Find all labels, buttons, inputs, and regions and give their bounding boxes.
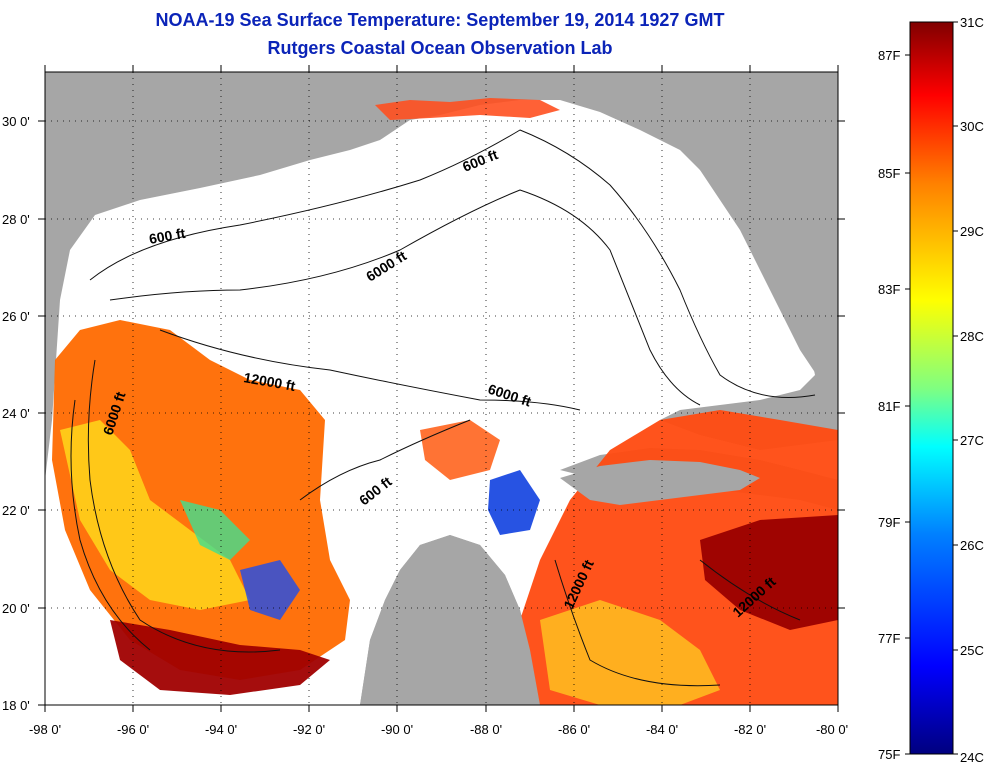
fahrenheit-label: 83F <box>878 282 900 297</box>
lon-tick: -84 0' <box>646 722 678 737</box>
lat-tick-labels: 30 0' 28 0' 26 0' 24 0' 22 0' 20 0' 18 0… <box>2 114 30 713</box>
celsius-label: 31C <box>960 15 984 30</box>
lat-tick: 28 0' <box>2 212 30 227</box>
celsius-label: 24C <box>960 750 984 765</box>
lat-tick: 24 0' <box>2 406 30 421</box>
lon-tick: -80 0' <box>816 722 848 737</box>
lat-tick: 26 0' <box>2 309 30 324</box>
lon-tick-labels: -98 0' -96 0' -94 0' -92 0' -90 0' -88 0… <box>29 722 848 737</box>
lon-tick: -94 0' <box>205 722 237 737</box>
lon-tick: -92 0' <box>293 722 325 737</box>
fahrenheit-label: 87F <box>878 48 900 63</box>
lon-tick: -96 0' <box>117 722 149 737</box>
lon-tick: -86 0' <box>558 722 590 737</box>
lat-tick: 30 0' <box>2 114 30 129</box>
celsius-label: 26C <box>960 538 984 553</box>
colorbar-fahrenheit-labels: 87F 85F 83F 81F 79F 77F 75F <box>878 48 900 762</box>
lat-tick: 22 0' <box>2 503 30 518</box>
celsius-label: 28C <box>960 329 984 344</box>
colorbar-celsius-labels: 31C 30C 29C 28C 27C 26C 25C 24C <box>960 15 984 765</box>
map-title: NOAA-19 Sea Surface Temperature: Septemb… <box>155 10 725 30</box>
sst-western-yellow <box>60 420 250 610</box>
celsius-label: 29C <box>960 224 984 239</box>
sst-central-patches <box>420 420 500 480</box>
fahrenheit-label: 77F <box>878 631 900 646</box>
fahrenheit-label: 85F <box>878 166 900 181</box>
map-frame <box>44 71 839 706</box>
sst-central-blue <box>488 470 540 535</box>
sst-western-green <box>180 500 250 560</box>
yucatan-land-over <box>360 535 540 705</box>
fahrenheit-label: 75F <box>878 747 900 762</box>
colorbar <box>909 21 954 755</box>
celsius-label: 25C <box>960 643 984 658</box>
lon-tick: -88 0' <box>470 722 502 737</box>
lon-tick: -98 0' <box>29 722 61 737</box>
lon-tick: -82 0' <box>734 722 766 737</box>
sst-caribbean-hot <box>700 515 838 630</box>
colorbar-ticks <box>905 21 958 755</box>
bathymetry-contours <box>70 129 816 687</box>
celsius-label: 27C <box>960 433 984 448</box>
lat-tick: 20 0' <box>2 601 30 616</box>
sst-campeche-hot <box>110 620 330 695</box>
fahrenheit-label: 79F <box>878 515 900 530</box>
sst-caribbean-yellow <box>540 600 720 705</box>
map-subtitle: Rutgers Coastal Ocean Observation Lab <box>267 38 613 58</box>
fahrenheit-label: 81F <box>878 399 900 414</box>
frame-ticks <box>38 65 845 712</box>
graticule <box>45 72 838 705</box>
contour-label: 600 ft <box>148 225 187 247</box>
florida-land <box>620 72 838 380</box>
lat-tick: 18 0' <box>2 698 30 713</box>
sst-north-coast <box>375 98 560 120</box>
sst-western-blue <box>240 560 300 620</box>
lon-tick: -90 0' <box>381 722 413 737</box>
cuba-land-over <box>560 460 760 505</box>
celsius-label: 30C <box>960 119 984 134</box>
